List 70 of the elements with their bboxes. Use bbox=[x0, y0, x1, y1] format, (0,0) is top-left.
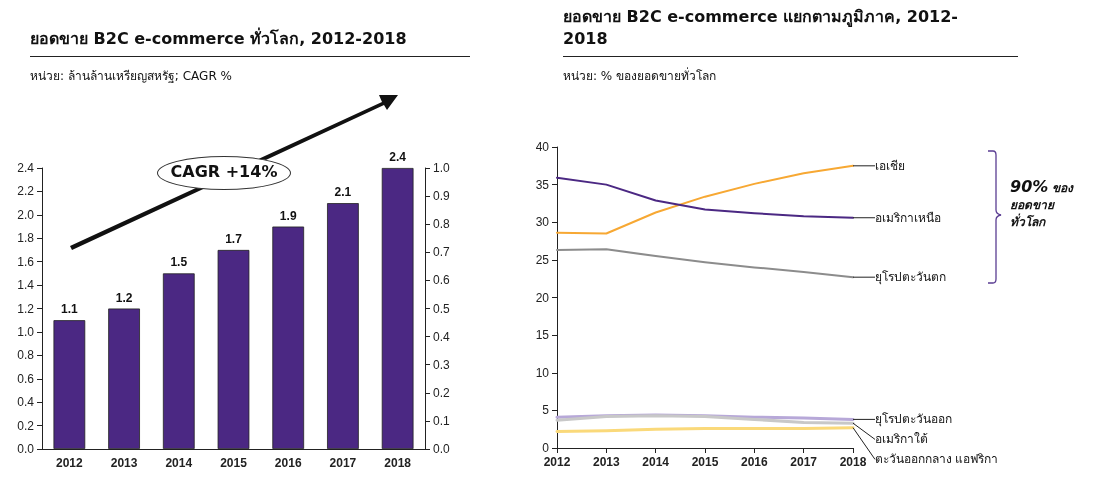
line-series bbox=[556, 248, 854, 279]
y-tick-label: 20 bbox=[535, 290, 550, 305]
series-label: เอเชีย bbox=[875, 158, 905, 173]
x-tick-label: 2017 bbox=[790, 455, 818, 469]
y-tick-label: 2.0 bbox=[17, 207, 35, 222]
x-tick-label: 2015 bbox=[691, 455, 719, 469]
y2-tick-label: 0.8 bbox=[433, 217, 451, 232]
y-tick-label: 1.6 bbox=[17, 254, 35, 269]
y-tick-label: 0 bbox=[542, 441, 550, 455]
data-label: 1.1 bbox=[61, 302, 79, 317]
x-tick-label: 2014 bbox=[642, 455, 670, 469]
x-tick-label: 2018 bbox=[384, 456, 412, 470]
y-tick-label: 0.6 bbox=[17, 371, 35, 386]
series-label: ยุโรปตะวันออก bbox=[875, 412, 952, 428]
y-tick-label: 10 bbox=[535, 365, 550, 380]
y-tick-label: 25 bbox=[535, 252, 550, 267]
y-tick-label: 0.4 bbox=[17, 395, 35, 410]
y-tick-label: 0.8 bbox=[17, 348, 35, 363]
y-tick-label: 1.2 bbox=[17, 301, 35, 316]
y-tick-label: 40 bbox=[535, 140, 550, 154]
y2-tick-label: 1.0 bbox=[433, 161, 451, 175]
y2-tick-label: 0.1 bbox=[433, 413, 451, 428]
x-tick-label: 2013 bbox=[592, 455, 620, 469]
y-tick-label: 30 bbox=[535, 215, 550, 230]
y-tick-label: 0.2 bbox=[17, 418, 35, 433]
y2-tick-label: 0.4 bbox=[433, 329, 451, 344]
y-tick-label: 2.2 bbox=[17, 184, 35, 199]
y-tick-label: 2.4 bbox=[17, 161, 35, 175]
data-label: 1.5 bbox=[170, 255, 188, 270]
x-tick-label: 2014 bbox=[165, 456, 193, 470]
x-tick-label: 2013 bbox=[110, 456, 138, 470]
x-tick-label: 2012 bbox=[56, 456, 84, 470]
y-tick-label: 1.8 bbox=[17, 231, 35, 246]
x-tick-label: 2018 bbox=[839, 455, 867, 469]
y2-tick-label: 0.6 bbox=[433, 273, 451, 288]
line-series bbox=[556, 176, 854, 219]
series-label: อเมริกาใต้ bbox=[875, 432, 928, 447]
chart-subtitle: หน่วย: ล้านล้านเหรียญสหรัฐ; CAGR % bbox=[30, 68, 232, 85]
y-tick-label: 0.0 bbox=[17, 442, 35, 456]
x-tick-label: 2016 bbox=[740, 455, 768, 469]
y2-tick-label: 0.9 bbox=[433, 189, 451, 204]
data-label: 1.9 bbox=[279, 208, 297, 223]
x-tick-label: 2012 bbox=[543, 455, 571, 469]
y-tick-label: 15 bbox=[535, 328, 550, 343]
data-label: 1.2 bbox=[115, 290, 133, 305]
series-label: ยุโรปตะวันตก bbox=[875, 270, 946, 286]
series-label: อเมริกาเหนือ bbox=[875, 210, 941, 225]
y-tick-label: 1.4 bbox=[17, 278, 35, 293]
text: ตะวันออกกลาง แอฟริกา bbox=[875, 452, 999, 467]
y2-tick-label: 0.3 bbox=[433, 357, 451, 372]
y-tick-label: 5 bbox=[542, 403, 550, 418]
y2-tick-label: 0.0 bbox=[433, 442, 451, 456]
x-tick-label: 2015 bbox=[220, 456, 248, 470]
data-label: 2.1 bbox=[334, 185, 352, 200]
y2-tick-label: 0.7 bbox=[433, 245, 451, 260]
text: 90% ของ ยอดขาย ทั่วโลก bbox=[1010, 177, 1074, 231]
x-tick-label: 2016 bbox=[274, 456, 302, 470]
data-label: 1.7 bbox=[225, 231, 243, 246]
chart-title: ยอดขาย B2C e-commerce ทั่วโลก, 2012-2018 bbox=[30, 28, 408, 50]
data-label: 2.4 bbox=[389, 150, 407, 164]
y2-tick-label: 0.5 bbox=[433, 301, 451, 316]
annotation: CAGR +14% bbox=[169, 162, 279, 181]
y-tick-label: 1.0 bbox=[17, 324, 35, 339]
y-tick-label: 35 bbox=[535, 177, 550, 192]
line-series bbox=[555, 414, 855, 425]
chart-subtitle: หน่วย: % ของยอดขายทั่วโลก bbox=[563, 66, 717, 85]
y2-tick-label: 0.2 bbox=[433, 385, 451, 400]
chart-title: ยอดขาย B2C e-commerce แยกตามภูมิภาค, 2012-2018 bbox=[563, 6, 959, 50]
x-tick-label: 2017 bbox=[329, 456, 357, 470]
line-series bbox=[556, 164, 854, 235]
